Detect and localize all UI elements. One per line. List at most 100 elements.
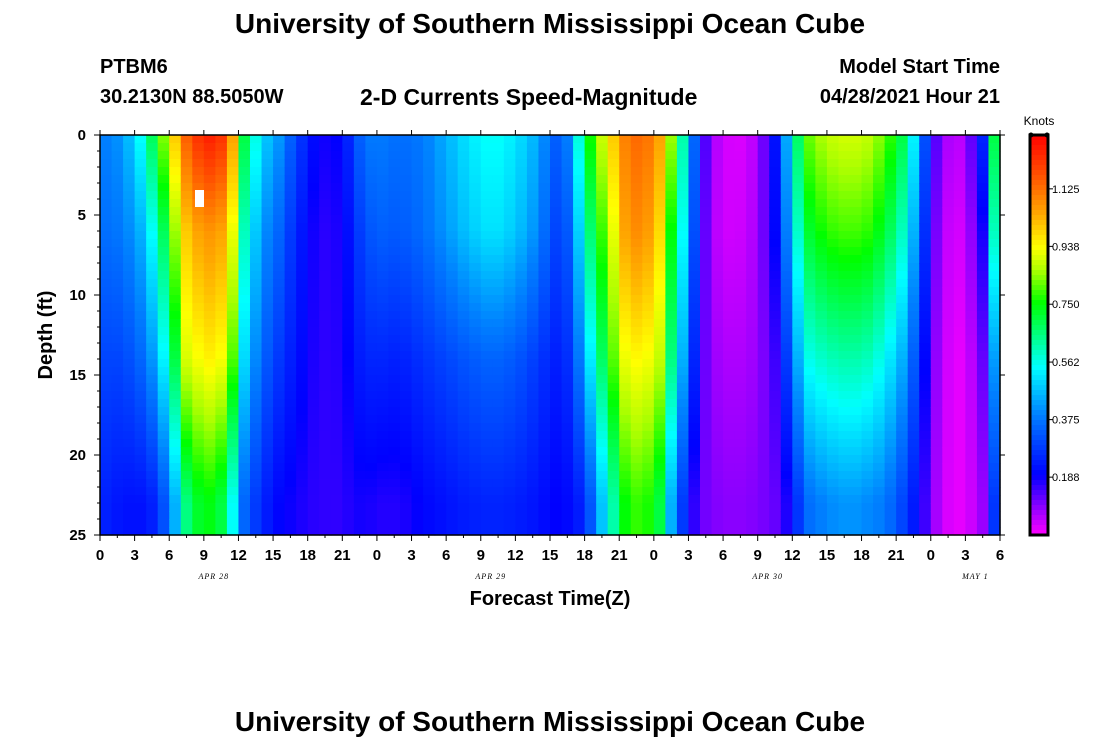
heatmap-cell	[169, 311, 182, 320]
heatmap-cell	[792, 343, 805, 352]
heatmap-cell	[653, 231, 666, 240]
heatmap-cell	[792, 167, 805, 176]
heatmap-cell	[815, 383, 828, 392]
heatmap-cell	[134, 239, 147, 248]
heatmap-cell	[238, 455, 251, 464]
heatmap-cell	[526, 135, 540, 144]
heatmap-cell	[284, 511, 297, 520]
heatmap-cell	[307, 151, 320, 160]
heatmap-cell	[515, 263, 528, 272]
heatmap-cell	[584, 479, 597, 488]
colorbar-cell	[1030, 275, 1048, 281]
heatmap-cell	[746, 471, 759, 480]
heatmap-cell	[803, 463, 816, 472]
heatmap-cell	[596, 407, 609, 416]
heatmap-cell	[561, 231, 574, 240]
heatmap-cell	[515, 303, 528, 312]
heatmap-cell	[526, 367, 540, 376]
heatmap-cell	[319, 423, 332, 432]
heatmap-cell	[826, 471, 840, 480]
heatmap-cell	[123, 471, 136, 480]
heatmap-cell	[780, 231, 793, 240]
heatmap-cell	[123, 359, 136, 368]
heatmap-cell	[965, 511, 978, 520]
heatmap-cell	[434, 479, 447, 488]
heatmap-cell	[111, 479, 124, 488]
heatmap-cell	[146, 503, 159, 512]
colorbar-cell	[1030, 460, 1048, 466]
heatmap-cell	[573, 167, 586, 176]
heatmap-cell	[376, 223, 390, 232]
heatmap-cell	[850, 279, 863, 288]
heatmap-cell	[803, 223, 816, 232]
heatmap-cell	[838, 295, 851, 304]
heatmap-cell	[607, 415, 620, 424]
heatmap-cell	[192, 263, 205, 272]
heatmap-cell	[342, 319, 355, 328]
heatmap-cell	[688, 431, 701, 440]
heatmap-cell	[861, 415, 874, 424]
colorbar-cell	[1030, 455, 1048, 461]
heatmap-cell	[434, 455, 447, 464]
heatmap-cell	[388, 135, 401, 144]
heatmap-cell	[123, 135, 136, 144]
heatmap-cell	[307, 447, 320, 456]
heatmap-cell	[261, 335, 274, 344]
heatmap-cell	[238, 351, 251, 360]
heatmap-cell	[953, 135, 966, 144]
heatmap-cell	[734, 247, 747, 256]
heatmap-cell	[376, 431, 390, 440]
heatmap-cell	[100, 503, 113, 512]
heatmap-cell	[573, 175, 586, 184]
heatmap-cell	[526, 335, 540, 344]
heatmap-cell	[296, 327, 309, 336]
heatmap-cell	[826, 495, 840, 504]
heatmap-cell	[746, 375, 759, 384]
heatmap-cell	[919, 343, 932, 352]
heatmap-cell	[607, 463, 620, 472]
heatmap-cell	[434, 239, 447, 248]
heatmap-cell	[930, 303, 943, 312]
heatmap-cell	[838, 255, 851, 264]
heatmap-cell	[261, 239, 274, 248]
heatmap-cell	[723, 295, 736, 304]
heatmap-cell	[330, 359, 343, 368]
heatmap-cell	[873, 479, 886, 488]
heatmap-cell	[157, 399, 170, 408]
heatmap-cell	[723, 327, 736, 336]
heatmap-cell	[215, 375, 228, 384]
heatmap-cell	[953, 415, 966, 424]
heatmap-cell	[342, 143, 355, 152]
heatmap-cell	[319, 519, 332, 528]
heatmap-cell	[273, 471, 286, 480]
heatmap-cell	[930, 447, 943, 456]
heatmap-cell	[226, 335, 240, 344]
colorbar-cell	[1030, 475, 1048, 481]
heatmap-cell	[100, 479, 113, 488]
heatmap-cell	[157, 359, 170, 368]
heatmap-cell	[665, 199, 678, 208]
heatmap-cell	[353, 431, 366, 440]
heatmap-cell	[411, 303, 424, 312]
heatmap-cell	[653, 487, 666, 496]
heatmap-cell	[203, 247, 216, 256]
heatmap-cell	[919, 271, 932, 280]
heatmap-cell	[457, 343, 470, 352]
heatmap-cell	[711, 391, 724, 400]
heatmap-cell	[803, 255, 816, 264]
heatmap-cell	[273, 327, 286, 336]
heatmap-cell	[296, 231, 309, 240]
heatmap-cell	[711, 431, 724, 440]
heatmap-cell	[826, 327, 840, 336]
heatmap-cell	[896, 367, 909, 376]
heatmap-cell	[976, 271, 990, 280]
heatmap-cell	[757, 319, 770, 328]
heatmap-cell	[942, 487, 955, 496]
heatmap-cell	[376, 319, 390, 328]
heatmap-cell	[884, 335, 897, 344]
heatmap-cell	[734, 479, 747, 488]
heatmap-cell	[826, 487, 840, 496]
heatmap-cell	[146, 295, 159, 304]
heatmap-cell	[134, 487, 147, 496]
heatmap-cell	[976, 511, 990, 520]
